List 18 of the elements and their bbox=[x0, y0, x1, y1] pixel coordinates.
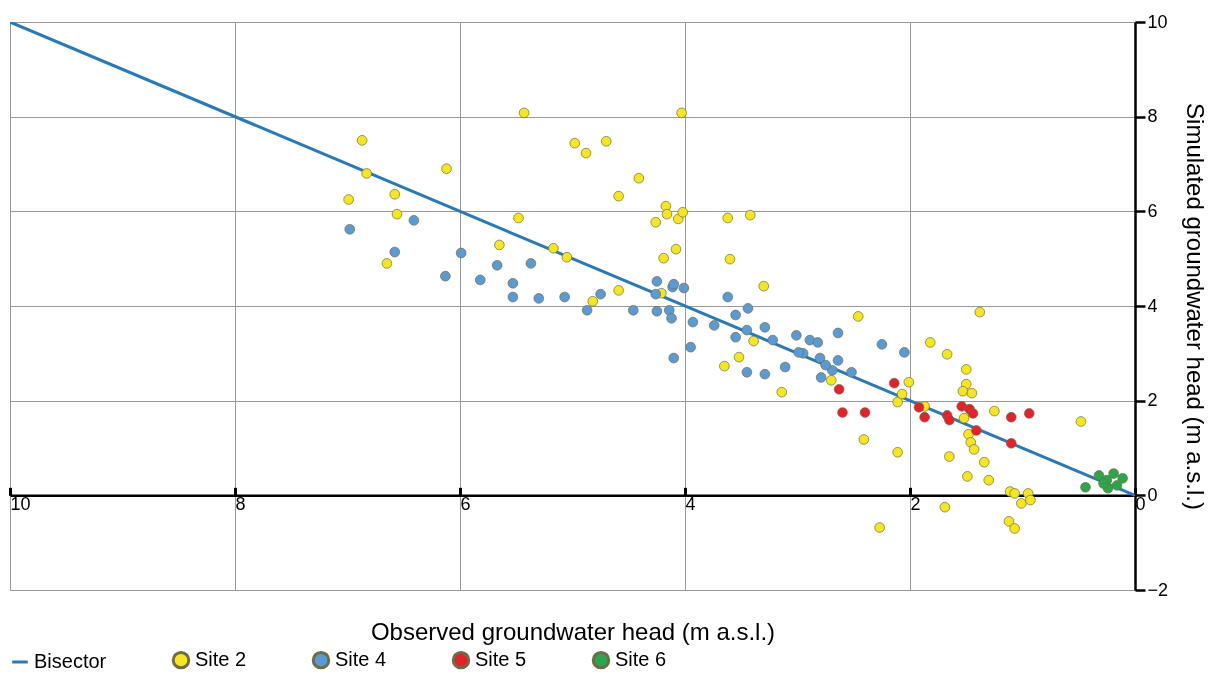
x-tick-label: 2 bbox=[910, 493, 921, 514]
x-tick-label: 4 bbox=[685, 493, 696, 514]
y-tick-label: 6 bbox=[1147, 200, 1158, 221]
x-tick-label: 10 bbox=[10, 493, 31, 514]
y-tick-label: −2 bbox=[1147, 579, 1169, 600]
y-tick-label: 4 bbox=[1147, 295, 1158, 316]
y-axis-title: Simulated groundwater head (m a.s.l.) bbox=[1182, 103, 1210, 510]
y-tick-label: 10 bbox=[1147, 11, 1168, 32]
y-tick-label: 2 bbox=[1147, 390, 1158, 411]
legend-label: Bisector bbox=[34, 650, 107, 672]
legend-label: Site 5 bbox=[475, 648, 527, 671]
legend-label: Site 4 bbox=[335, 648, 387, 671]
legend-label: Site 2 bbox=[195, 648, 247, 671]
x-tick-label: 8 bbox=[235, 493, 246, 514]
legend-label: Site 6 bbox=[615, 648, 667, 671]
x-tick-label: 6 bbox=[460, 493, 471, 514]
y-tick-label: 8 bbox=[1147, 106, 1158, 127]
x-axis-title: Observed groundwater head (m a.s.l.) bbox=[370, 617, 776, 645]
